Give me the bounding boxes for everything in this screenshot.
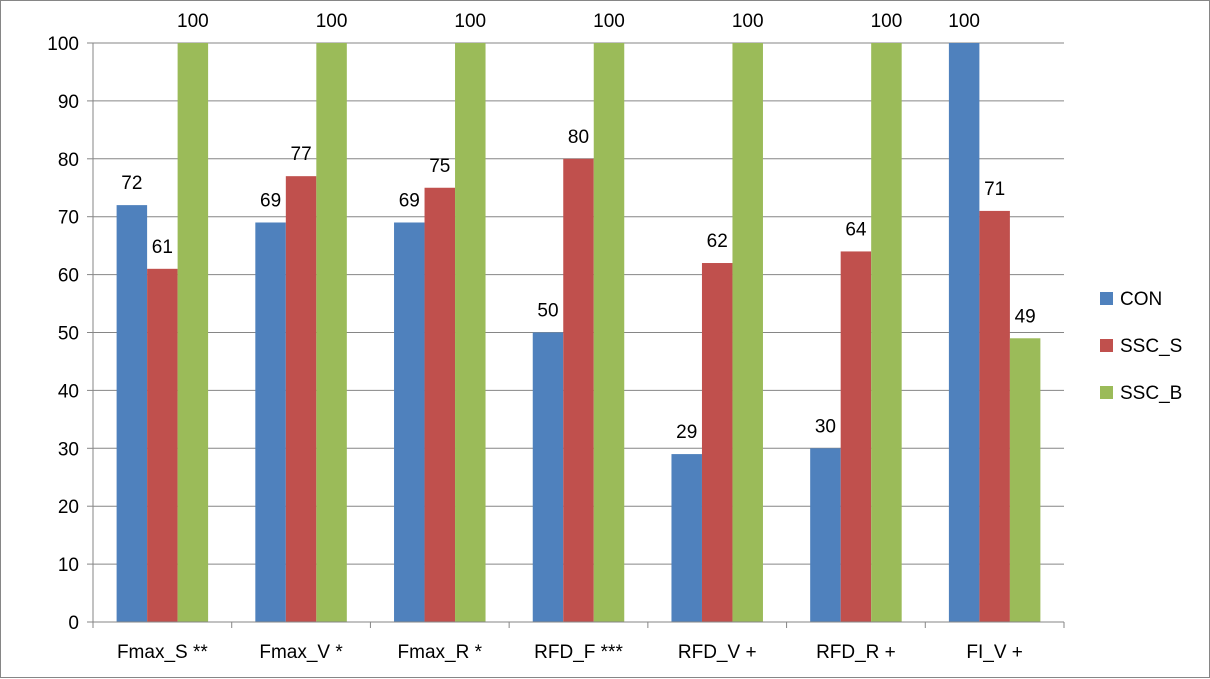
- bar-ssc-b: [871, 43, 902, 622]
- data-label: 30: [815, 416, 836, 437]
- y-tick-label: 70: [58, 208, 79, 229]
- data-label: 77: [291, 144, 312, 165]
- x-tick-label: Fmax_V *: [259, 642, 343, 663]
- bar-ssc-b: [732, 43, 763, 622]
- bar-ssc-b: [1009, 338, 1041, 622]
- x-tick-label: Fmax_S **: [117, 642, 208, 663]
- bar-ssc-s: [285, 176, 317, 623]
- y-axis-ticks: 0 10 20 30 40 50 60 70 80 90 100: [47, 34, 93, 634]
- data-label: 80: [568, 127, 589, 148]
- data-label: 61: [152, 237, 173, 258]
- bar-ssc-b: [455, 43, 486, 622]
- data-label: 49: [1015, 306, 1036, 327]
- data-label: 100: [177, 11, 209, 32]
- x-tick-label: FI_V +: [966, 642, 1023, 663]
- data-label: 100: [948, 11, 980, 32]
- legend-label: SSC_S: [1120, 336, 1182, 357]
- data-label: 50: [537, 301, 558, 322]
- bars: [116, 43, 1041, 623]
- legend-label: CON: [1120, 289, 1162, 310]
- y-tick-label: 60: [58, 266, 79, 287]
- bar-con: [948, 43, 980, 622]
- bar-con: [671, 454, 702, 622]
- data-label: 69: [399, 190, 420, 211]
- bar-ssc-b: [593, 43, 625, 622]
- x-tick-label: RFD_F ***: [534, 642, 623, 663]
- y-tick-label: 80: [58, 150, 79, 171]
- x-tick-label: Fmax_R *: [398, 642, 483, 663]
- bar-con: [255, 222, 286, 623]
- bar-ssc-s: [979, 210, 1010, 622]
- x-tick-label: RFD_R +: [816, 642, 896, 663]
- bar-ssc-s: [424, 187, 456, 622]
- data-label: 72: [121, 173, 142, 194]
- legend-swatch: [1100, 386, 1113, 399]
- data-label: 100: [454, 11, 486, 32]
- bar-con: [394, 222, 425, 623]
- data-label: 29: [676, 422, 697, 443]
- data-label: 69: [260, 190, 281, 211]
- legend-label: SSC_B: [1120, 383, 1182, 404]
- x-axis-ticks: Fmax_S ** Fmax_V * Fmax_R * RFD_F *** RFD_V …: [92, 622, 1065, 663]
- bar-ssc-s: [840, 251, 872, 622]
- y-tick-label: 30: [58, 439, 79, 460]
- bar-ssc-b: [177, 43, 209, 622]
- y-tick-label: 100: [47, 34, 79, 55]
- legend-swatch: [1100, 292, 1113, 305]
- bar-con: [116, 205, 148, 622]
- bar-con: [532, 332, 564, 622]
- x-tick-label: RFD_V +: [678, 642, 757, 663]
- bar-ssc-s: [563, 158, 594, 623]
- axes: [92, 43, 1064, 623]
- bar-ssc-s: [147, 268, 178, 622]
- y-tick-label: 0: [68, 613, 79, 634]
- data-label: 100: [316, 11, 348, 32]
- data-label: 71: [984, 179, 1005, 200]
- y-tick-label: 90: [58, 92, 79, 113]
- bar-con: [810, 448, 841, 622]
- y-tick-label: 10: [58, 555, 79, 576]
- bar-ssc-b: [316, 43, 347, 622]
- data-label: 75: [429, 156, 450, 177]
- legend: CON SSC_S SSC_B: [1100, 289, 1182, 404]
- data-label: 100: [871, 11, 903, 32]
- y-tick-label: 40: [58, 381, 79, 402]
- legend-swatch: [1100, 339, 1113, 352]
- y-tick-label: 50: [58, 324, 79, 345]
- data-labels: 72 69 69 50 29 30 100 61 77 75 80 62 64 71 100 100 100 10…: [121, 11, 1035, 443]
- data-label: 100: [732, 11, 764, 32]
- y-tick-label: 20: [58, 497, 79, 518]
- bar-ssc-s: [701, 263, 733, 622]
- data-label: 62: [707, 231, 728, 252]
- data-label: 64: [845, 219, 867, 240]
- data-label: 100: [593, 11, 625, 32]
